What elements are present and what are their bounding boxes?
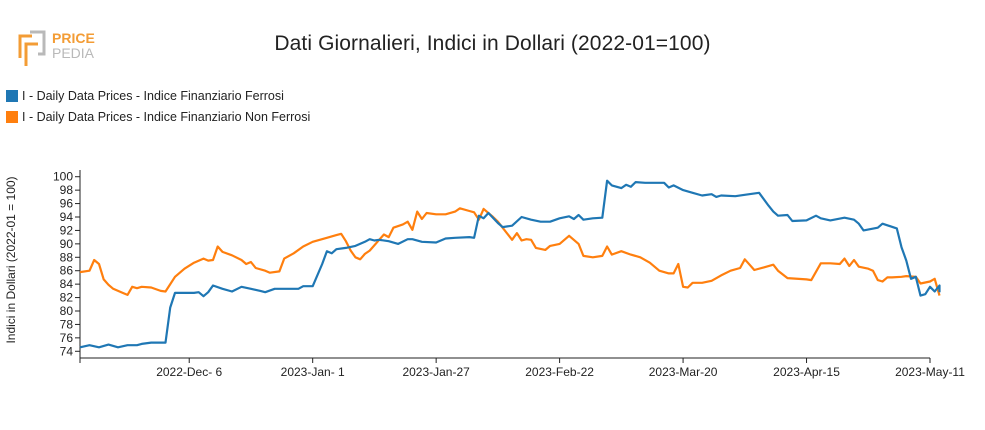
logo-bracket-gray [30,30,46,56]
series-line-ferrosi [79,179,941,349]
x-tick-label: 2023-Jan-27 [402,365,470,379]
y-tick-label: 80 [60,304,74,318]
logo-bracket-orange [18,34,32,58]
legend-label-non-ferrosi: I - Daily Data Prices - Indice Finanziar… [22,110,311,124]
logo-mark-icon: PRICE PEDIA [18,30,95,66]
pricepedia-logo: PRICE PEDIA [16,22,126,72]
y-tick-label: 74 [60,344,74,358]
y-tick-label: 78 [60,317,74,331]
y-tick-label: 92 [60,223,74,237]
y-tick-label: 82 [60,291,74,305]
x-tick-label: 2023-May-11 [895,365,965,379]
y-tick-label: 88 [60,250,74,264]
x-tick-label: 2023-Apr-15 [773,365,840,379]
series-layer [79,179,941,349]
legend-label-ferrosi: I - Daily Data Prices - Indice Finanziar… [22,89,284,103]
y-tick-label: 94 [60,210,74,224]
chart-legend: I - Daily Data Prices - Indice Finanziar… [6,86,310,128]
legend-swatch-non-ferrosi [6,111,18,123]
logo-text-pedia: PEDIA [52,45,95,61]
chart-title: Dati Giornalieri, Indici in Dollari (202… [274,32,711,55]
y-axis-title: Indici in Dollari (2022-01 = 100) [4,176,18,343]
x-tick-label: 2022-Dec- 6 [156,365,222,379]
x-tick-label: 2023-Feb-22 [525,365,594,379]
logo-bracket-orange-inner [24,42,38,66]
logo-text-price: PRICE [52,30,95,46]
y-tick-label: 100 [53,170,73,184]
series-line-non-ferrosi [79,207,941,296]
y-tick-label: 96 [60,197,74,211]
legend-item-non-ferrosi[interactable]: I - Daily Data Prices - Indice Finanziar… [6,107,310,127]
y-tick-label: 98 [60,183,74,197]
y-tick-label: 84 [60,277,74,291]
y-tick-label: 76 [60,331,74,345]
x-tick-label: 2023-Jan- 1 [281,365,345,379]
x-tick-label: 2023-Mar-20 [649,365,718,379]
legend-swatch-ferrosi [6,90,18,102]
y-tick-label: 90 [60,237,74,251]
x-axis: 2022-Dec- 6 2023-Jan- 1 2023-Jan-27 2023-Fe… [79,357,965,379]
legend-item-ferrosi[interactable]: I - Daily Data Prices - Indice Finanziar… [6,86,310,106]
y-tick-label: 86 [60,264,74,278]
